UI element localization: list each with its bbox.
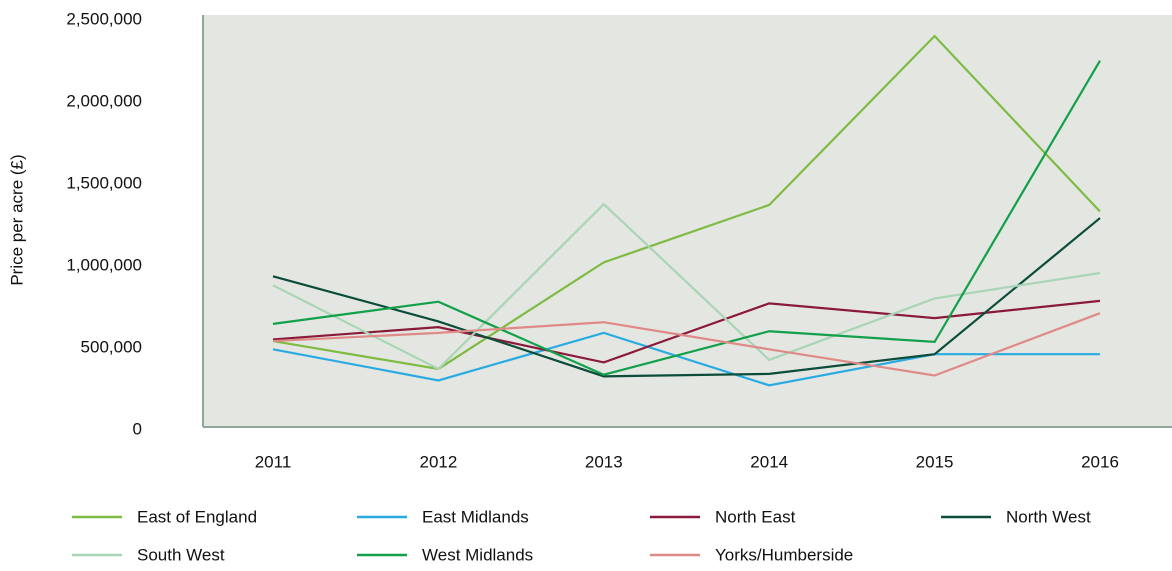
legend-label: North West	[1006, 507, 1091, 526]
y-tick-label: 1,500,000	[66, 173, 142, 192]
legend-label: Yorks/Humberside	[715, 545, 853, 564]
series-line	[272, 299, 1101, 364]
x-tick-label: 2014	[750, 452, 788, 471]
y-tick-label: 1,000,000	[66, 255, 142, 274]
y-tick-label: 2,000,000	[66, 91, 142, 110]
legend-label: South West	[137, 545, 225, 564]
plot-area	[203, 15, 1172, 427]
legend-label: East Midlands	[422, 507, 529, 526]
series-line	[272, 60, 1101, 376]
series-line	[272, 217, 1101, 378]
x-tick-label: 2011	[255, 452, 292, 471]
y-tick-label: 500,000	[81, 337, 142, 356]
series-line	[272, 312, 1101, 377]
series-line	[272, 34, 1101, 371]
x-tick-label: 2016	[1081, 452, 1119, 471]
series-line	[272, 331, 1100, 387]
legend-label: East of England	[137, 507, 257, 526]
y-tick-label: 2,500,000	[66, 9, 142, 28]
y-axis-label: Price per acre (£)	[7, 154, 26, 285]
x-tick-label: 2015	[916, 452, 954, 471]
y-tick-label: 0	[133, 419, 142, 438]
legend-label: North East	[715, 507, 796, 526]
x-tick-label: 2012	[419, 452, 457, 471]
legend-label: West Midlands	[422, 545, 533, 564]
x-tick-label: 2013	[585, 452, 623, 471]
